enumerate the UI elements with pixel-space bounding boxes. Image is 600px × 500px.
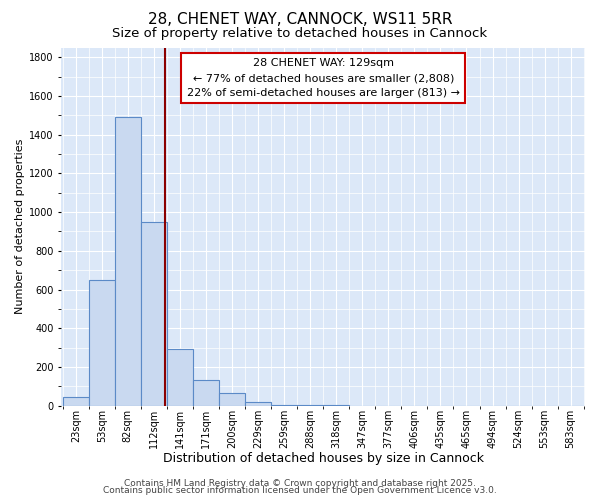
Y-axis label: Number of detached properties: Number of detached properties bbox=[15, 139, 25, 314]
Bar bbox=[271, 404, 297, 406]
Bar bbox=[167, 348, 193, 406]
Bar bbox=[193, 380, 219, 406]
Bar bbox=[89, 280, 115, 406]
Bar bbox=[219, 393, 245, 406]
Bar bbox=[141, 222, 167, 406]
Bar bbox=[245, 402, 271, 406]
Text: Contains HM Land Registry data © Crown copyright and database right 2025.: Contains HM Land Registry data © Crown c… bbox=[124, 478, 476, 488]
Bar bbox=[115, 117, 141, 406]
Text: Size of property relative to detached houses in Cannock: Size of property relative to detached ho… bbox=[112, 28, 488, 40]
Text: Contains public sector information licensed under the Open Government Licence v3: Contains public sector information licen… bbox=[103, 486, 497, 495]
Text: 28, CHENET WAY, CANNOCK, WS11 5RR: 28, CHENET WAY, CANNOCK, WS11 5RR bbox=[148, 12, 452, 28]
X-axis label: Distribution of detached houses by size in Cannock: Distribution of detached houses by size … bbox=[163, 452, 484, 465]
Text: 28 CHENET WAY: 129sqm
← 77% of detached houses are smaller (2,808)
22% of semi-d: 28 CHENET WAY: 129sqm ← 77% of detached … bbox=[187, 58, 460, 98]
Bar bbox=[63, 397, 89, 406]
